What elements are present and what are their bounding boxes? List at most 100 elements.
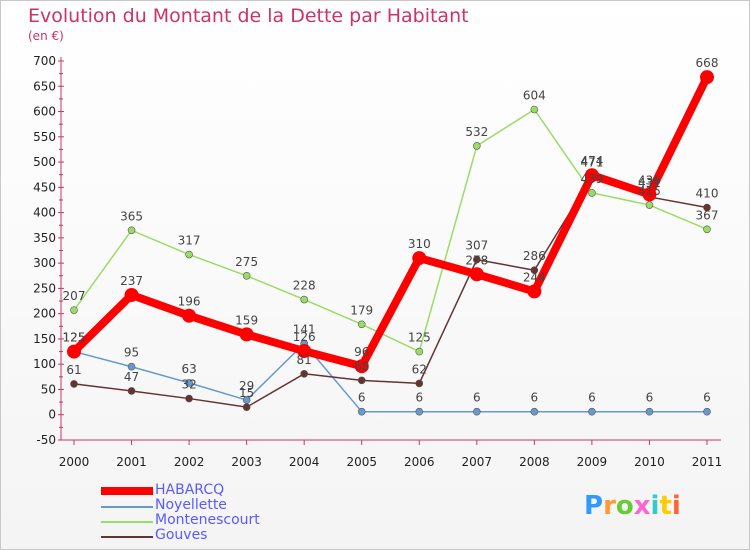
data-label: 436 <box>638 173 661 187</box>
x-tick-label: 2001 <box>116 455 147 469</box>
data-label: 61 <box>66 363 81 377</box>
data-label: 32 <box>181 378 196 392</box>
x-tick-label: 2000 <box>59 455 90 469</box>
data-point <box>527 284 542 299</box>
data-point <box>645 201 654 209</box>
data-label: 125 <box>408 331 431 345</box>
y-tick-label: 100 <box>33 357 56 371</box>
data-point <box>415 347 424 356</box>
x-tick-label: 2009 <box>577 455 608 469</box>
data-point <box>588 189 596 197</box>
legend-swatch <box>101 506 153 508</box>
data-point <box>703 203 711 212</box>
y-tick-label: 400 <box>33 206 56 220</box>
data-label: 228 <box>293 279 316 293</box>
data-point <box>645 407 654 416</box>
data-label: 471 <box>580 156 603 170</box>
data-point <box>530 266 539 275</box>
data-point <box>473 255 481 264</box>
data-label: 365 <box>120 209 143 223</box>
data-label: 207 <box>63 289 86 303</box>
series-line-noyellette <box>73 342 707 413</box>
data-label: 237 <box>120 274 143 288</box>
x-tick-label: 2004 <box>289 455 320 469</box>
series-line-gouves <box>73 175 708 408</box>
data-label: 15 <box>239 386 254 400</box>
y-tick-label: 250 <box>33 281 56 295</box>
data-point <box>70 306 78 314</box>
x-tick-label: 2011 <box>692 455 723 469</box>
data-label: 81 <box>297 353 312 367</box>
data-point <box>642 187 657 202</box>
data-label: 6 <box>588 391 596 405</box>
logo-letter: i <box>650 491 660 521</box>
x-tick-label: 2005 <box>346 455 377 469</box>
data-point <box>473 407 481 416</box>
data-label: 63 <box>181 362 196 376</box>
data-point <box>703 225 711 234</box>
data-label: 6 <box>473 391 481 405</box>
data-point <box>300 295 308 304</box>
data-label: 410 <box>696 187 719 201</box>
data-label: 275 <box>235 255 258 269</box>
data-label: 125 <box>63 331 86 345</box>
data-label: 47 <box>124 370 139 384</box>
data-point <box>415 407 424 416</box>
y-tick-label: 300 <box>33 256 56 270</box>
data-point <box>185 394 193 403</box>
y-tick-label: 0 <box>48 408 56 422</box>
y-tick-label: 550 <box>33 130 56 144</box>
y-tick-label: 150 <box>33 332 56 346</box>
logo-letter: r <box>603 491 616 521</box>
data-point <box>700 70 714 85</box>
data-point <box>354 359 369 374</box>
data-point <box>703 407 711 416</box>
data-label: 244 <box>523 270 546 284</box>
data-point <box>127 226 136 235</box>
y-tick-label: 500 <box>33 155 56 169</box>
series-line-habarcq <box>71 75 711 371</box>
legend-swatch <box>101 487 153 495</box>
legend-label: Gouves <box>155 527 208 543</box>
data-point <box>297 344 312 359</box>
data-point <box>412 251 427 266</box>
data-label: 126 <box>293 330 316 344</box>
logo-letter: o <box>615 491 634 521</box>
y-tick-label: 700 <box>33 54 56 68</box>
data-point <box>127 362 136 371</box>
data-point <box>127 387 136 395</box>
data-label: 6 <box>358 391 366 405</box>
data-label: 367 <box>696 208 719 222</box>
data-label: 278 <box>465 253 488 267</box>
data-label: 431 <box>638 176 661 190</box>
legend-label: Montenescourt <box>155 512 260 528</box>
data-point <box>530 407 539 416</box>
legend-label: HABARCQ <box>155 482 225 498</box>
data-label: 532 <box>465 125 488 139</box>
x-tick-label: 2010 <box>634 455 665 469</box>
data-point <box>182 308 197 323</box>
y-tick-label: 450 <box>33 180 56 194</box>
data-point <box>185 250 193 259</box>
data-label: 96 <box>354 345 369 359</box>
logo-letter: P <box>584 491 604 521</box>
data-point <box>239 327 254 342</box>
data-label: 317 <box>178 234 201 248</box>
data-point <box>300 370 308 378</box>
data-label: 604 <box>523 89 546 103</box>
data-point <box>242 403 251 411</box>
data-point <box>469 267 484 282</box>
series-line-montenescourt <box>73 108 708 353</box>
data-label: 6 <box>703 391 711 405</box>
data-label: 415 <box>638 184 661 198</box>
data-label: 668 <box>696 56 719 70</box>
unit-label: (en €) <box>28 29 64 43</box>
data-label: 6 <box>646 391 654 405</box>
y-tick-label: 650 <box>33 79 56 93</box>
y-tick-label: 50 <box>41 382 56 396</box>
data-point <box>185 379 193 387</box>
x-tick-label: 2003 <box>231 455 262 469</box>
data-label: 179 <box>350 303 373 317</box>
data-point <box>588 407 596 416</box>
logo-letter: i <box>671 491 681 521</box>
